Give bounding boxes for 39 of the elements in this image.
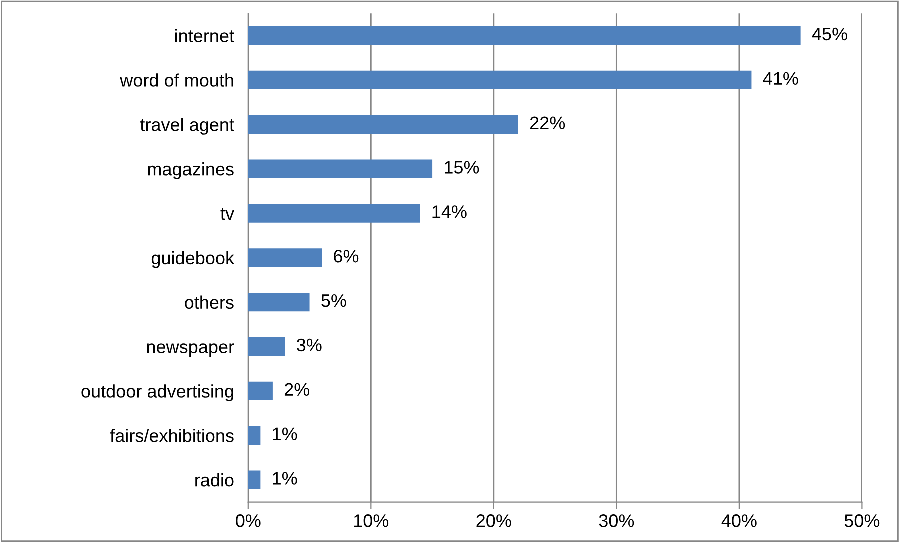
y-tick-label: tv [220,208,234,220]
data-label: 22% [530,116,566,130]
bar [248,337,286,356]
data-label: 3% [297,338,322,352]
x-tick-label: 30% [599,514,634,528]
x-tick-label: 40% [722,514,757,528]
bar [248,115,518,134]
data-label: 15% [445,161,480,174]
bar [248,70,752,90]
y-tick-label: fairs/exhibitions [110,429,234,442]
data-label: 5% [322,294,346,308]
data-label: 45% [812,28,848,41]
data-label: 41% [763,72,798,85]
y-tick-label: travel agent [140,118,234,135]
y-tick-label: word of mouth [120,74,234,87]
y-tick-label: magazines [148,162,234,180]
data-label: 6% [334,250,359,263]
x-tick-label: 0% [236,514,261,528]
y-tick-label: others [185,296,234,310]
bar [248,470,261,490]
bar [248,426,261,445]
bar [248,248,322,268]
bar [248,204,420,223]
y-tick-label: guidebook [152,251,235,268]
data-label: 1% [273,472,298,485]
data-label: 1% [273,428,298,440]
bar [248,160,433,178]
x-tick-label: 50% [844,514,880,528]
bar [248,293,310,312]
x-tick-label: 20% [476,514,512,528]
y-tick-label: outdoor advertising [82,384,234,402]
x-tick-label: 10% [354,514,389,528]
y-tick-label: radio [196,474,234,487]
y-tick-label: newspaper [147,344,234,358]
bar [248,26,801,46]
y-tick-label: internet [176,29,234,43]
data-label: 2% [284,383,310,396]
data-label: 14% [432,206,467,218]
bar [248,382,273,401]
